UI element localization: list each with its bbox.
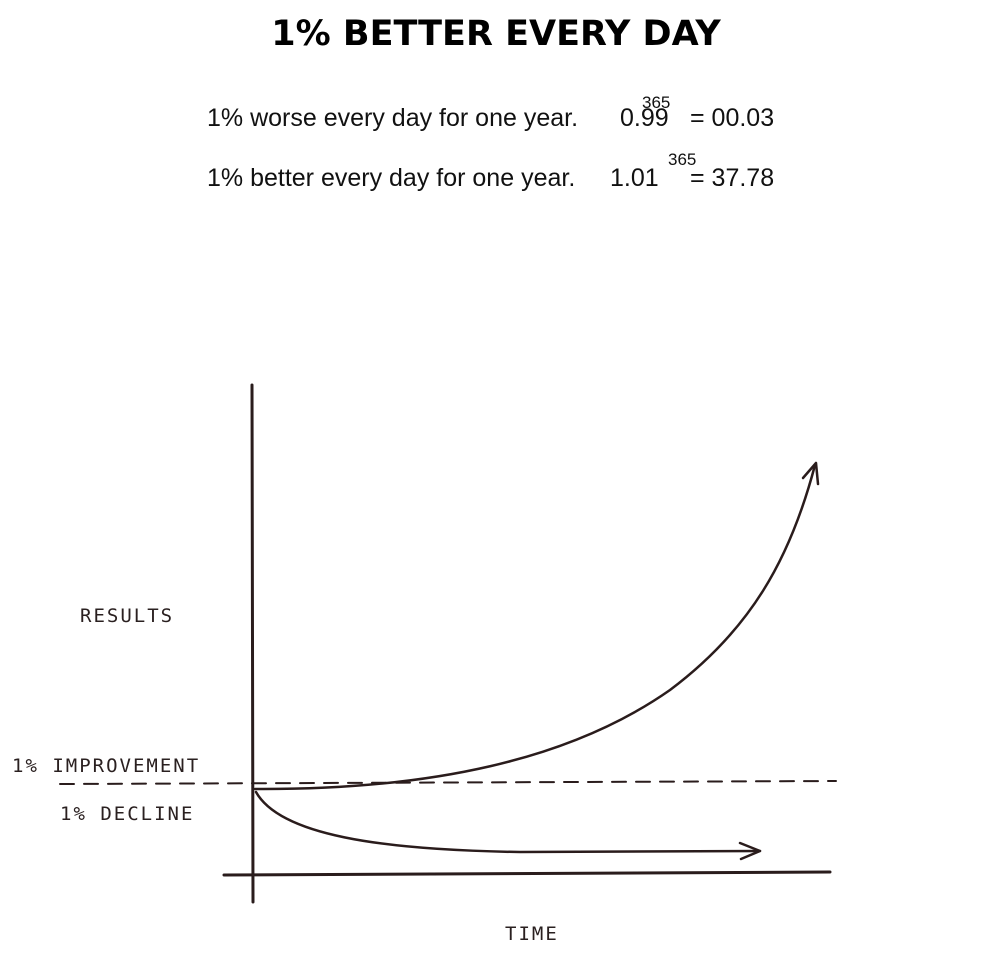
- equation-text: 1% better every day for one year.: [207, 164, 575, 192]
- y-axis-label: RESULTS: [80, 605, 174, 627]
- decline-label: 1% DECLINE: [60, 803, 194, 825]
- improvement-label: 1% IMPROVEMENT: [12, 755, 200, 777]
- equation-result: = 00.03: [690, 104, 774, 132]
- improvement-arrowhead: [801, 461, 820, 486]
- baseline-dashed: [59, 780, 837, 785]
- equation-exponent: 365: [668, 150, 696, 169]
- equation-base: 1.01: [610, 164, 659, 192]
- equation-base: 0.99: [620, 104, 669, 132]
- decline-curve: [254, 790, 762, 854]
- improvement-curve: [253, 463, 817, 791]
- x-axis-label: TIME: [505, 923, 559, 945]
- equation-text: 1% worse every day for one year.: [207, 104, 578, 132]
- decline-arrowhead: [738, 841, 762, 861]
- equation-result: = 37.78: [690, 164, 774, 192]
- y-axis: [250, 383, 255, 904]
- equation-exponent: 365: [642, 93, 670, 112]
- title: 1% BETTER EVERY DAY: [271, 14, 721, 54]
- x-axis: [222, 870, 832, 877]
